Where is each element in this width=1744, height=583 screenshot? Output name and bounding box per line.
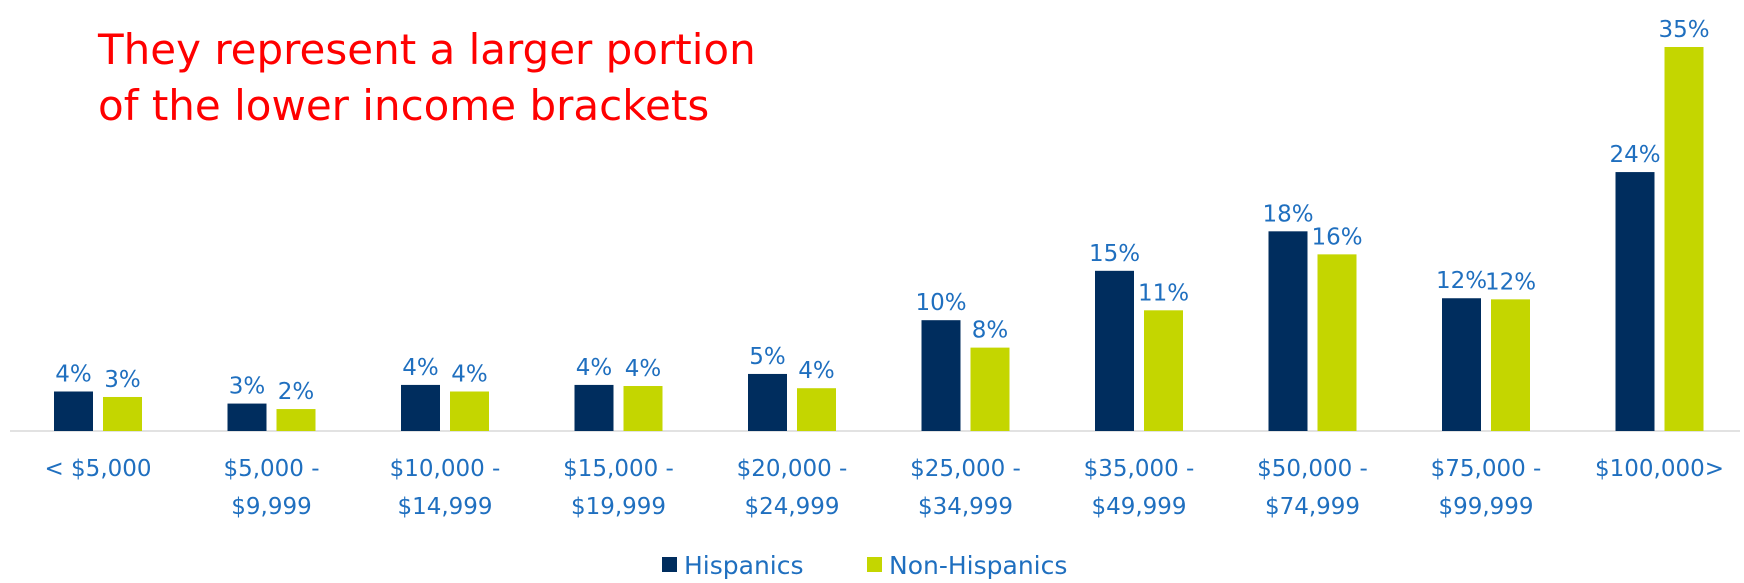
value-label: 3% bbox=[104, 367, 141, 393]
legend-label: Non-Hispanics bbox=[889, 551, 1067, 580]
value-label: 5% bbox=[749, 344, 786, 370]
value-label: 8% bbox=[972, 318, 1009, 344]
chart-title: of the lower income brackets bbox=[98, 81, 709, 130]
x-tick-label: $50,000 - bbox=[1257, 456, 1368, 482]
value-label: 3% bbox=[229, 374, 266, 400]
value-label: 12% bbox=[1436, 268, 1487, 294]
x-tick-label: $75,000 - bbox=[1431, 456, 1542, 482]
bar bbox=[450, 391, 489, 431]
value-label: 24% bbox=[1609, 142, 1660, 168]
value-label: 16% bbox=[1311, 224, 1362, 250]
bar bbox=[1442, 298, 1481, 431]
bar bbox=[748, 373, 787, 431]
x-tick-label: $100,000> bbox=[1595, 456, 1724, 482]
x-tick-label: $35,000 - bbox=[1084, 456, 1195, 482]
x-tick-label: $10,000 - bbox=[390, 456, 501, 482]
bar bbox=[1268, 231, 1308, 431]
chart-title: They represent a larger portion bbox=[97, 25, 756, 74]
bar bbox=[921, 320, 961, 431]
bar bbox=[623, 386, 663, 431]
value-label: 4% bbox=[625, 356, 662, 382]
x-tick-label: $15,000 - bbox=[563, 456, 674, 482]
bar bbox=[970, 347, 1010, 431]
value-label: 2% bbox=[278, 379, 315, 405]
value-label: 12% bbox=[1485, 269, 1536, 295]
x-tick-label: $99,999 bbox=[1438, 494, 1533, 520]
bar bbox=[1615, 172, 1655, 431]
value-label: 4% bbox=[576, 355, 613, 381]
x-tick-label: $34,999 bbox=[918, 494, 1013, 520]
bar bbox=[401, 384, 440, 431]
bar bbox=[1144, 310, 1183, 431]
value-label: 11% bbox=[1138, 280, 1189, 306]
x-tick-label: $49,999 bbox=[1091, 494, 1186, 520]
value-label: 4% bbox=[402, 355, 439, 381]
x-tick-label: $25,000 - bbox=[910, 456, 1021, 482]
value-label: 4% bbox=[55, 362, 92, 388]
x-tick-label: $74,999 bbox=[1265, 494, 1360, 520]
bar bbox=[227, 403, 267, 431]
bar bbox=[1095, 270, 1134, 431]
x-tick-label: $5,000 - bbox=[223, 456, 319, 482]
legend-label: Hispanics bbox=[684, 551, 804, 580]
bar bbox=[1664, 47, 1704, 431]
bar bbox=[54, 391, 93, 431]
value-label: 18% bbox=[1262, 201, 1313, 227]
x-tick-label: < $5,000 bbox=[44, 456, 151, 482]
x-tick-label: $20,000 - bbox=[737, 456, 848, 482]
legend-swatch bbox=[867, 557, 882, 572]
x-tick-label: $19,999 bbox=[571, 494, 666, 520]
bar bbox=[103, 396, 142, 431]
value-label: 10% bbox=[915, 290, 966, 316]
bar bbox=[797, 388, 836, 431]
legend-swatch bbox=[662, 557, 677, 572]
value-label: 4% bbox=[798, 358, 835, 384]
x-tick-label: $24,999 bbox=[744, 494, 839, 520]
bar bbox=[1317, 254, 1357, 431]
value-label: 15% bbox=[1089, 241, 1140, 267]
value-label: 4% bbox=[451, 362, 488, 388]
x-tick-label: $9,999 bbox=[231, 494, 311, 520]
x-tick-label: $14,999 bbox=[397, 494, 492, 520]
bar bbox=[1491, 299, 1530, 431]
value-label: 35% bbox=[1658, 17, 1709, 43]
bar bbox=[276, 409, 316, 431]
bar bbox=[574, 384, 614, 431]
